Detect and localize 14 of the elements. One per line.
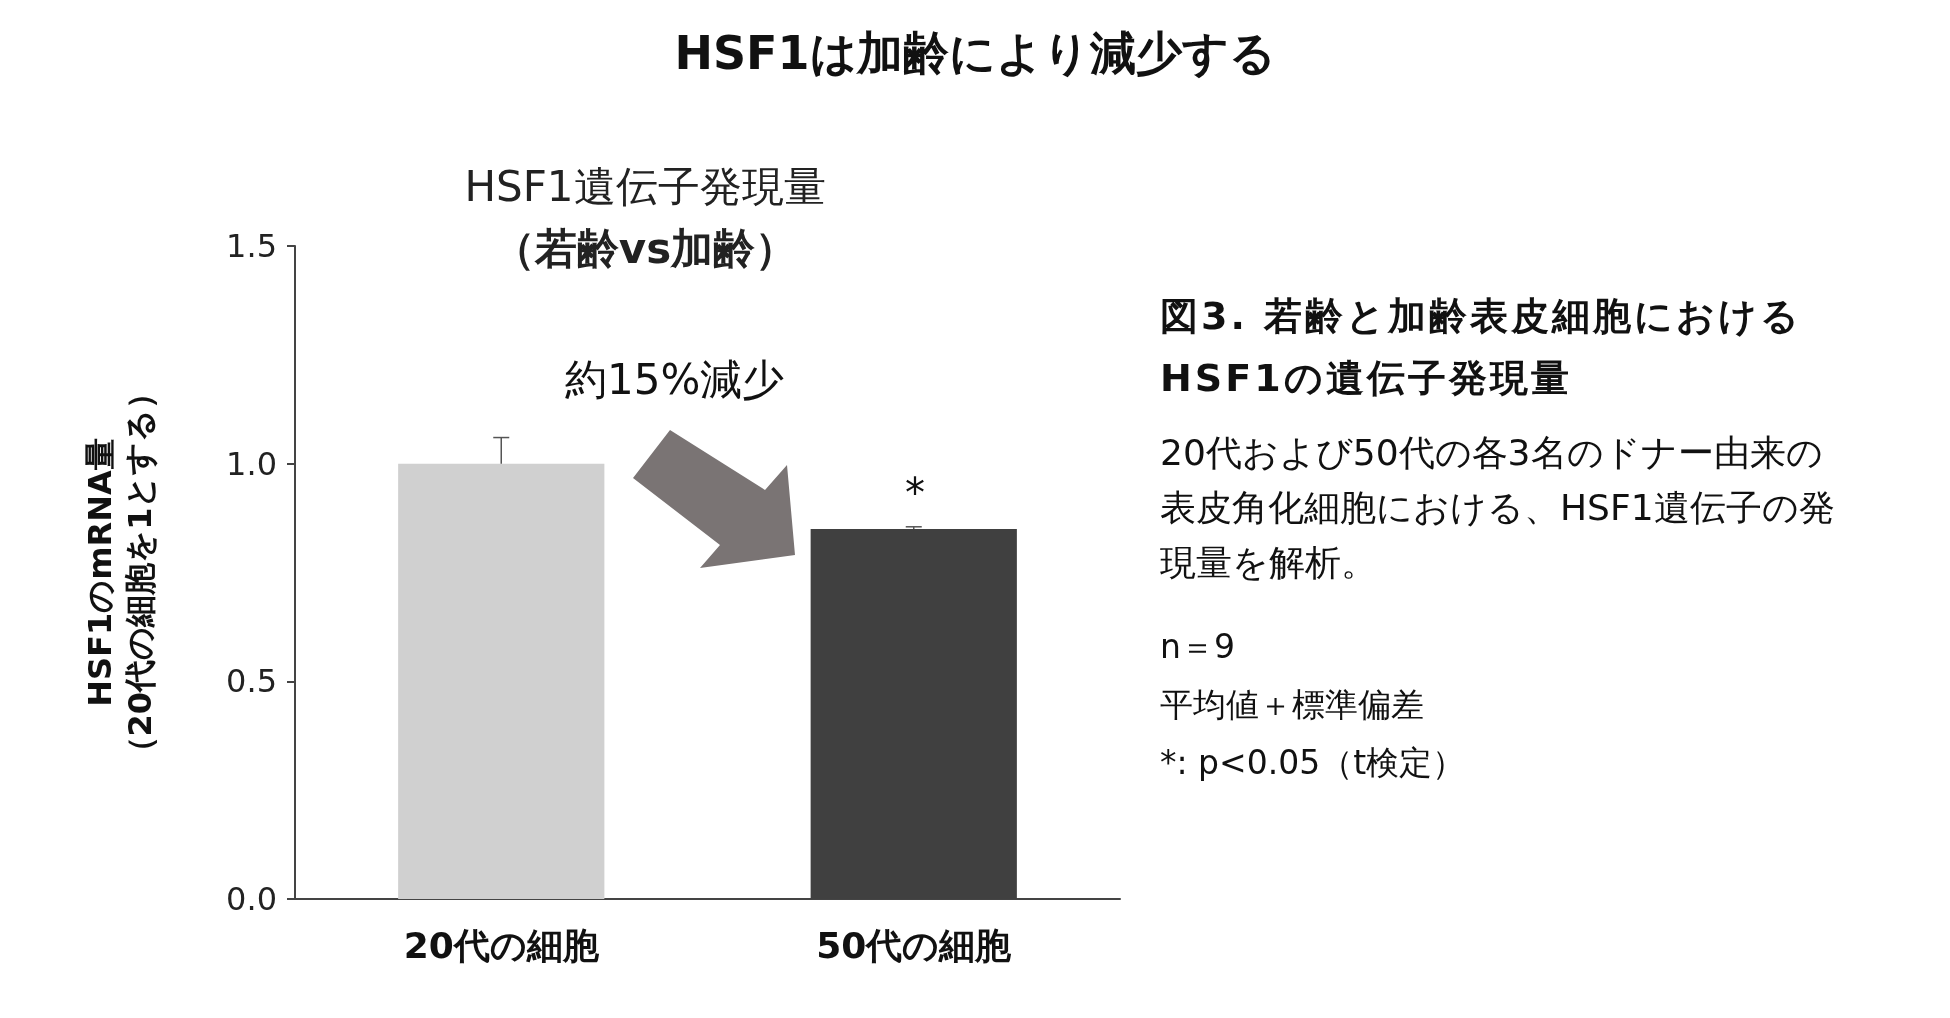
x-tick-label: 50代の細胞 — [816, 924, 1013, 966]
text: 20代および50代の各3名のドナー由来の表皮角化細胞における、HSF1遺伝子の発現量を解析。 — [1160, 431, 1836, 585]
y-tick-label: 1.0 — [226, 444, 277, 483]
text: n＝9 平均値＋標準偏差 *: p<0.05（t検定） — [1160, 626, 1466, 784]
y-tick-label: 0.0 — [226, 880, 277, 918]
x-tick-label: 20代の細胞 — [403, 924, 600, 966]
y-tick-label: 0.5 — [226, 662, 277, 701]
y-tick-label: 1.5 — [226, 227, 277, 265]
annotation: * — [905, 470, 925, 516]
chart-title: HSF1は加齢により減少する — [674, 26, 1276, 80]
caption: 図3. 若齢と加齢表皮細胞における HSF1の遺伝子発現量 — [1160, 293, 1803, 402]
y-axis-title: HSF1のmRNA量（20代の細胞を1とする） — [81, 376, 159, 769]
annotation: 約15%減少 — [565, 354, 785, 406]
chart-subtitle: HSF1遺伝子発現量（若齢vs加齢） — [464, 161, 826, 273]
